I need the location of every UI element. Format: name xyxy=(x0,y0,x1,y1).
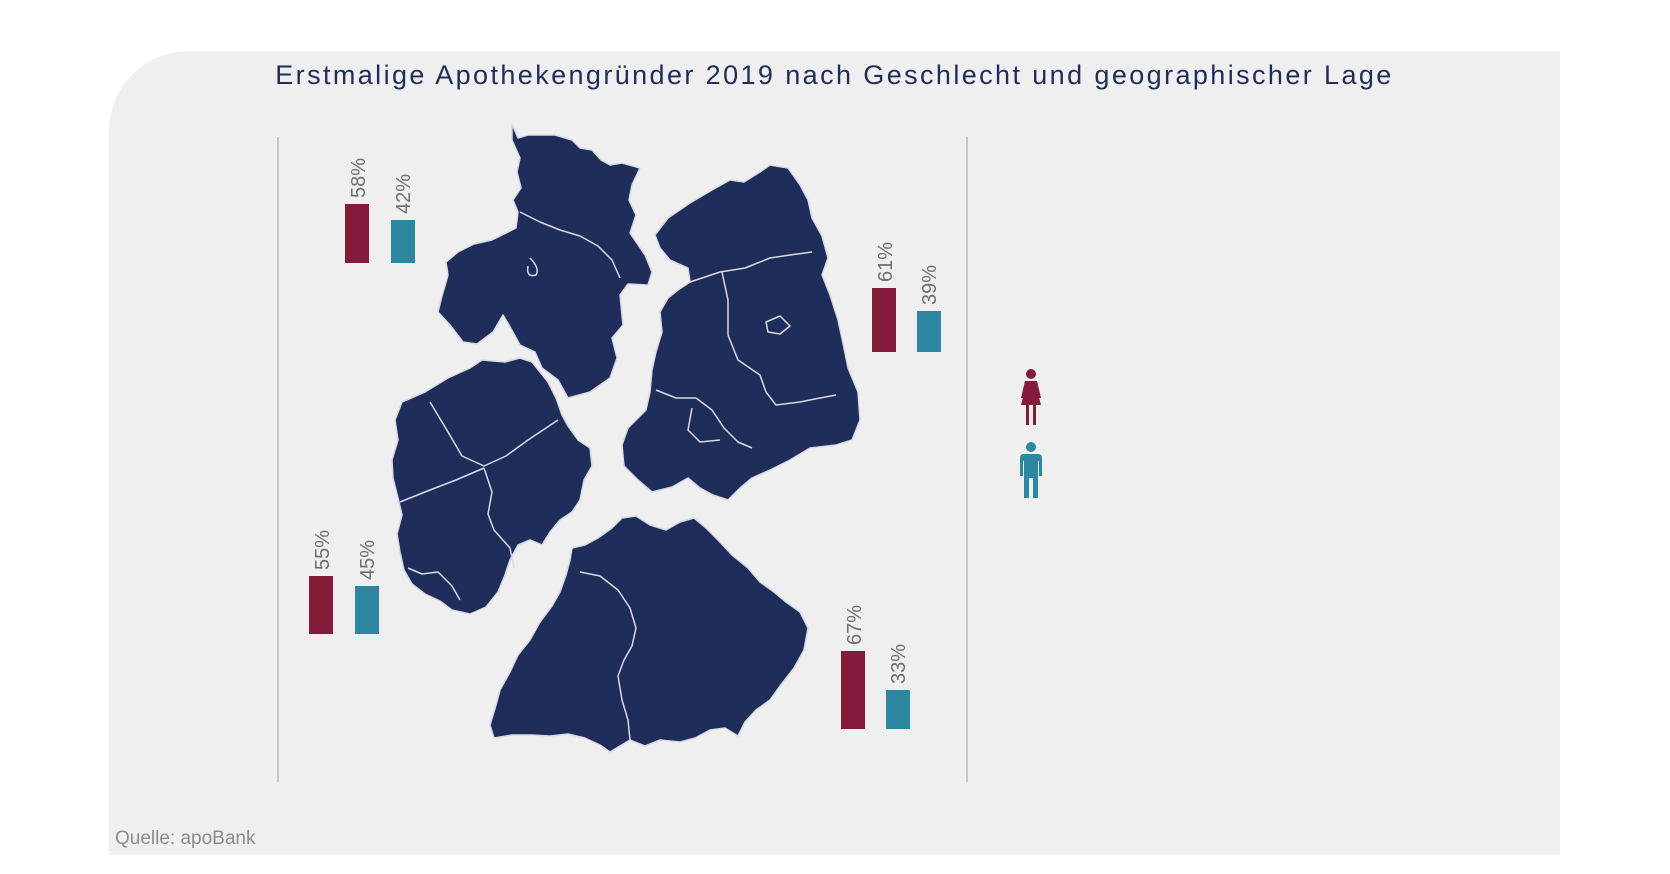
germany-map xyxy=(391,123,861,753)
bar-group-east: 61% 39% xyxy=(872,242,941,352)
male-person-icon xyxy=(1020,442,1042,498)
chart-title: Erstmalige Apothekengründer 2019 nach Ge… xyxy=(275,60,1394,90)
bar-group-west: 55% 45% xyxy=(309,530,379,634)
bar-west-male xyxy=(355,586,379,634)
bar-east-female xyxy=(872,288,896,352)
label-east-male: 39% xyxy=(919,265,941,305)
label-west-male: 45% xyxy=(357,540,379,580)
chart-panel xyxy=(109,51,1560,855)
label-south-male: 33% xyxy=(888,644,910,684)
bar-west-female xyxy=(309,576,333,634)
bar-north-male xyxy=(391,220,415,263)
label-east-female: 61% xyxy=(875,242,897,282)
map-region-north xyxy=(437,123,653,399)
map-region-west xyxy=(391,357,593,615)
source-note: Quelle: apoBank xyxy=(115,828,256,849)
bar-group-south: 67% 33% xyxy=(841,605,910,729)
label-west-female: 55% xyxy=(312,530,334,570)
bar-group-north: 58% 42% xyxy=(345,158,415,263)
bar-south-male xyxy=(886,690,910,729)
label-north-male: 42% xyxy=(393,174,415,214)
map-region-east xyxy=(621,164,861,501)
label-north-female: 58% xyxy=(348,158,370,198)
bar-east-male xyxy=(917,311,941,352)
map-region-south xyxy=(489,515,809,753)
label-south-female: 67% xyxy=(844,605,866,645)
female-person-icon xyxy=(1021,369,1041,425)
bar-south-female xyxy=(841,651,865,729)
legend xyxy=(1020,369,1042,498)
bar-north-female xyxy=(345,204,369,263)
